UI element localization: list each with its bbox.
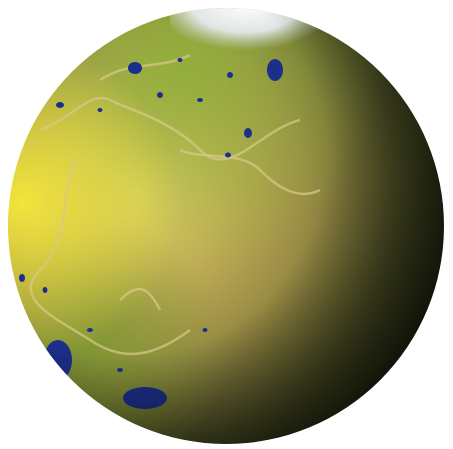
night-shadow <box>8 8 444 444</box>
planet-image <box>8 8 444 444</box>
planet <box>8 8 444 444</box>
page <box>8 8 444 444</box>
